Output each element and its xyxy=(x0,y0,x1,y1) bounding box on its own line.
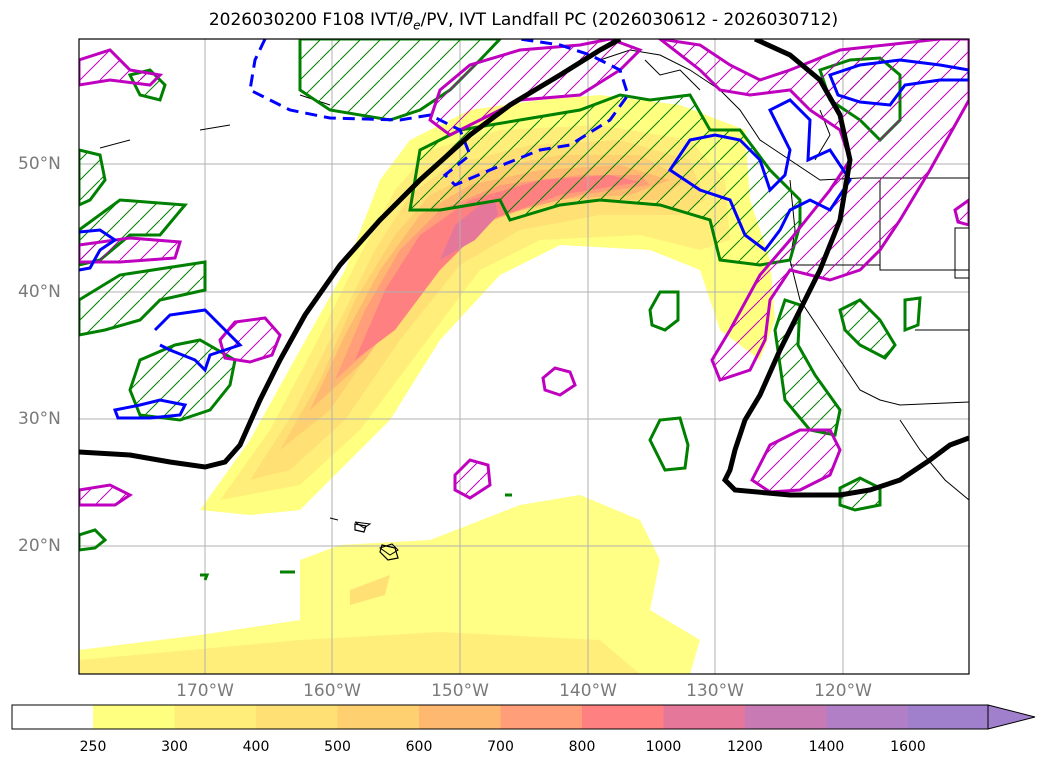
colorbar-swatch xyxy=(908,705,988,729)
colorbar-tick-label: 500 xyxy=(324,739,351,755)
colorbar-swatch xyxy=(93,705,175,729)
lat-label-40n: 40°N xyxy=(18,282,61,302)
title-theta: θ xyxy=(402,10,414,30)
colorbar-swatch xyxy=(419,705,501,729)
colorbar-tick-label: 250 xyxy=(79,739,107,755)
lat-label-20n: 20°N xyxy=(18,536,61,556)
lon-label-170w: 170°W xyxy=(176,681,234,701)
colorbar-tick-label: 700 xyxy=(487,739,514,755)
title-suffix: /PV, IVT Landfall PC (2026030612 - 20260… xyxy=(420,10,839,30)
title-prefix: 2026030200 F108 IVT/ xyxy=(208,10,403,30)
map-plot-area xyxy=(79,39,969,674)
colorbar-tick-label: 1000 xyxy=(645,739,682,755)
map-frame xyxy=(78,38,970,675)
colorbar-swatch xyxy=(337,705,419,729)
lat-label-30n: 30°N xyxy=(18,409,61,429)
colorbar-swatch xyxy=(745,705,827,729)
title-theta-subscript: e xyxy=(413,18,421,33)
map-title: 2026030200 F108 IVT/θe/PV, IVT Landfall … xyxy=(0,10,1047,32)
colorbar-tick-label: 600 xyxy=(405,739,433,755)
colorbar-swatch xyxy=(500,705,582,729)
lat-label-50n: 50°N xyxy=(18,154,61,174)
colorbar-tick-label: 1600 xyxy=(890,739,926,755)
ivt-landfall-pc-contour xyxy=(79,39,969,498)
colorbar-tick-label: 300 xyxy=(161,739,188,755)
colorbar-swatch xyxy=(663,705,745,729)
colorbar-swatch xyxy=(12,705,93,729)
hawaii-islands xyxy=(354,523,399,561)
colorbar-swatch xyxy=(826,705,908,729)
colorbar-frame xyxy=(11,704,989,730)
colorbar-tick-label: 1200 xyxy=(727,739,763,755)
colorbar-swatch xyxy=(582,705,664,729)
lon-label-120w: 120°W xyxy=(814,681,872,701)
colorbar-tick-label: 800 xyxy=(568,739,596,755)
colorbar xyxy=(11,704,1036,730)
lon-label-130w: 130°W xyxy=(686,681,744,701)
colorbar-swatch xyxy=(174,705,256,729)
colorbar-tick-label: 1400 xyxy=(808,739,845,755)
lon-label-140w: 140°W xyxy=(559,681,617,701)
lon-label-150w: 150°W xyxy=(431,681,489,701)
magenta-contours xyxy=(79,39,969,507)
colorbar-tick-label: 400 xyxy=(242,739,270,755)
colorbar-swatch xyxy=(256,705,338,729)
pv-contours xyxy=(79,39,969,420)
colorbar-extend-arrow xyxy=(987,704,1036,730)
lon-label-160w: 160°W xyxy=(303,681,361,701)
